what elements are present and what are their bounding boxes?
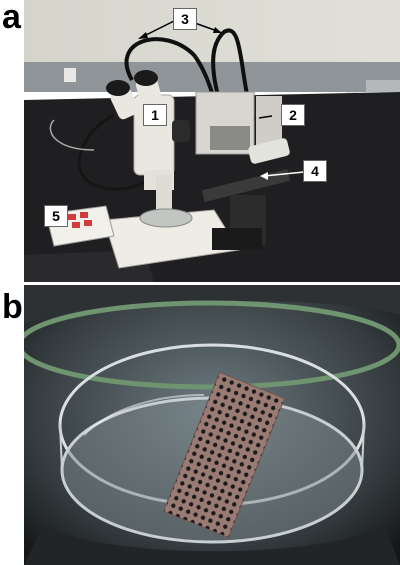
callout-1: 1	[143, 104, 167, 126]
callout-5: 5	[44, 205, 68, 227]
panel-letter-b: b	[2, 288, 23, 326]
callout-4: 4	[303, 160, 327, 182]
panel-letter-a: a	[2, 0, 21, 36]
petri-dish-photo	[24, 285, 400, 565]
callout-2: 2	[281, 104, 305, 126]
outlet-icon	[64, 68, 76, 82]
petri-dish-photo-graphic	[24, 285, 400, 565]
microscope-photo-graphic	[24, 0, 400, 282]
perforated-grid	[162, 371, 286, 539]
callout-3: 3	[173, 8, 197, 30]
microscope-photo	[24, 0, 400, 282]
